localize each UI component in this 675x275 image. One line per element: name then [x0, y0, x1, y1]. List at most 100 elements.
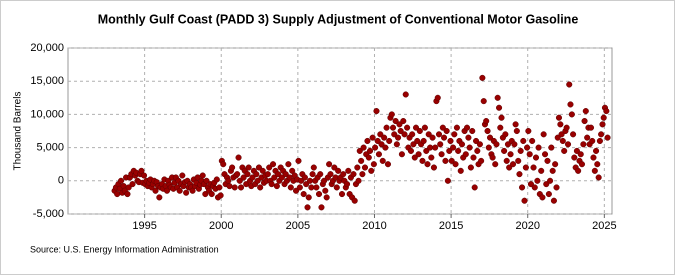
data-point — [378, 141, 385, 148]
data-point — [529, 137, 536, 145]
data-point — [553, 184, 560, 191]
data-point — [383, 124, 390, 131]
data-point — [557, 121, 564, 128]
data-point — [540, 131, 547, 138]
data-point — [448, 157, 455, 164]
data-point — [331, 164, 338, 171]
data-point — [156, 194, 163, 201]
data-point — [457, 167, 464, 174]
data-point — [455, 147, 462, 154]
data-point — [578, 161, 586, 168]
data-point — [443, 127, 450, 135]
data-point — [465, 134, 472, 141]
y-tick-label: 0 — [58, 175, 64, 187]
data-point — [544, 157, 551, 164]
data-point — [381, 134, 388, 141]
data-point — [563, 124, 570, 131]
data-point — [442, 157, 449, 164]
data-point — [435, 131, 443, 138]
data-point — [539, 194, 546, 201]
data-point — [411, 154, 418, 161]
data-point — [152, 187, 159, 194]
data-point — [240, 174, 247, 181]
data-point — [388, 111, 395, 118]
data-point — [554, 134, 561, 141]
data-point — [593, 147, 600, 154]
data-point — [452, 161, 459, 168]
y-tick-label: 5,000 — [36, 142, 64, 154]
data-point — [463, 124, 471, 131]
data-point — [428, 154, 435, 161]
data-point — [226, 183, 233, 190]
data-point — [511, 141, 518, 148]
data-point — [450, 144, 457, 151]
data-point — [566, 81, 573, 88]
data-point — [305, 194, 312, 201]
y-tick-label: 20,000 — [30, 42, 64, 54]
data-point — [264, 171, 271, 178]
data-point — [355, 177, 362, 184]
data-point — [301, 174, 308, 181]
data-point — [506, 164, 513, 171]
data-point — [189, 187, 196, 194]
data-point — [358, 157, 365, 164]
data-point — [604, 134, 611, 141]
data-point — [296, 184, 303, 191]
data-point — [485, 144, 492, 151]
data-point — [356, 147, 363, 154]
data-point — [217, 192, 224, 199]
data-point — [496, 104, 503, 111]
data-point — [124, 191, 131, 198]
data-point — [412, 124, 420, 131]
data-point — [564, 141, 572, 148]
data-point — [416, 127, 423, 135]
data-point — [595, 174, 602, 181]
data-point — [202, 191, 209, 198]
data-point — [407, 147, 414, 154]
data-point — [213, 176, 220, 183]
data-point — [469, 127, 476, 135]
data-point — [483, 117, 490, 125]
data-point — [318, 204, 325, 211]
data-point — [231, 184, 238, 191]
data-point — [389, 124, 397, 131]
data-point — [370, 161, 377, 168]
data-point — [225, 177, 232, 184]
data-point — [474, 147, 481, 154]
data-point — [573, 147, 580, 154]
data-point — [434, 94, 441, 101]
data-point — [549, 167, 556, 174]
data-point — [373, 108, 380, 115]
data-point — [527, 181, 534, 188]
data-point — [584, 134, 591, 141]
data-point — [504, 141, 512, 148]
y-tick-label: 10,000 — [30, 108, 64, 120]
data-point — [409, 131, 416, 138]
data-point — [567, 101, 574, 108]
data-point — [599, 121, 606, 128]
data-point — [340, 171, 347, 178]
data-point — [509, 161, 517, 168]
data-point — [269, 161, 277, 168]
data-point — [421, 124, 428, 131]
data-point — [392, 117, 399, 125]
data-point — [271, 174, 278, 181]
data-point — [577, 151, 584, 158]
data-point — [382, 144, 389, 151]
data-point — [590, 154, 597, 161]
data-point — [397, 127, 404, 135]
data-point — [525, 127, 532, 135]
data-point — [257, 184, 264, 191]
data-point — [326, 161, 333, 168]
data-point — [208, 191, 215, 198]
data-point — [444, 177, 451, 184]
x-tick-label: 2010 — [362, 220, 386, 232]
data-point — [541, 151, 549, 158]
data-point — [404, 124, 411, 131]
data-point — [310, 164, 317, 171]
data-point — [289, 167, 296, 174]
data-point — [235, 154, 242, 161]
data-point — [598, 131, 605, 138]
data-point — [532, 154, 540, 161]
